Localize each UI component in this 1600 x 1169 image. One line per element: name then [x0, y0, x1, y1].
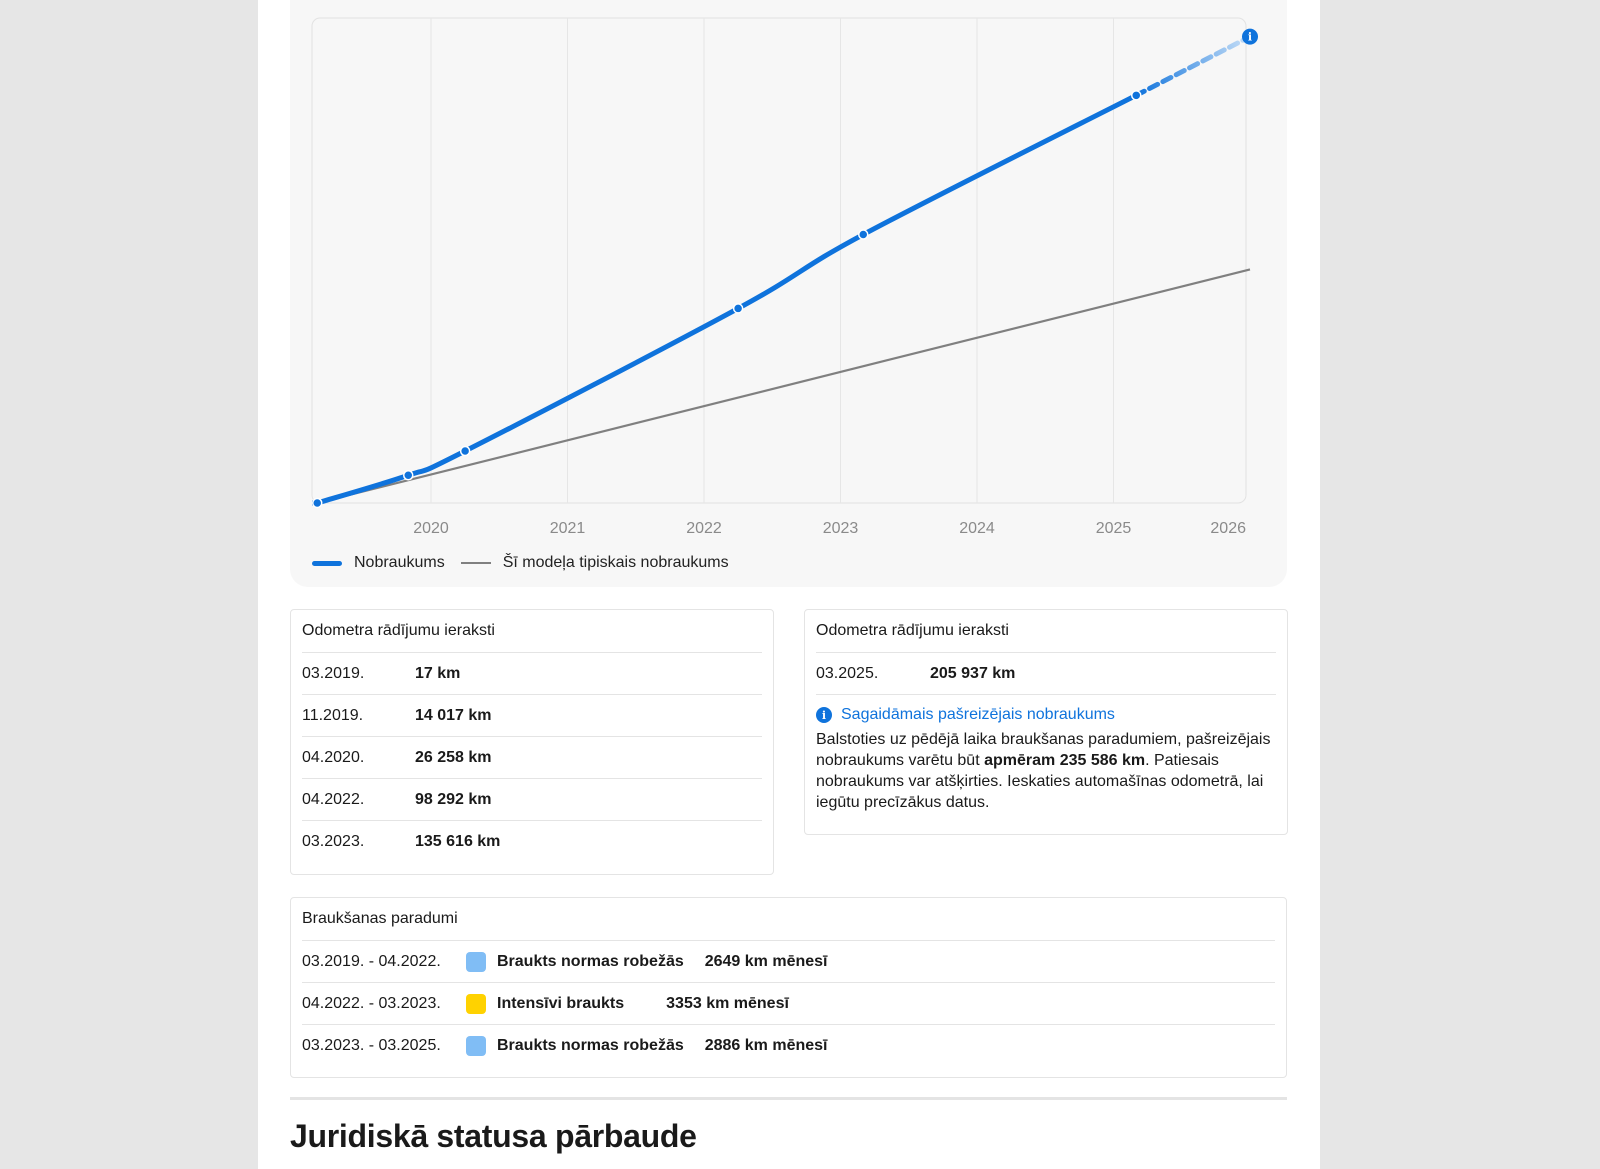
- legal-status-heading: Juridiskā statusa pārbaude: [290, 1118, 697, 1154]
- x-tick-label: 2020: [413, 520, 449, 537]
- x-tick-label: 2024: [959, 520, 995, 537]
- odometer-row: 11.2019. 14 017 km: [302, 694, 762, 736]
- habit-color-swatch: [466, 993, 486, 1014]
- habit-period: 04.2022. - 03.2023.: [302, 994, 441, 1012]
- habit-color-swatch: [466, 1035, 486, 1056]
- odometer-records-card-left: Odometra rādījumu ieraksti 03.2019. 17 k…: [290, 609, 774, 875]
- mileage-data-point: [732, 303, 744, 314]
- chart-legend: Nobraukums Šī modeļa tipiskais nobraukum…: [312, 554, 745, 572]
- section-divider: [290, 1097, 1287, 1100]
- card-title: Odometra rādījumu ieraksti: [816, 622, 1009, 639]
- card-title: Braukšanas paradumi: [302, 910, 458, 927]
- legend-item-mileage: Nobraukums: [312, 554, 445, 572]
- mileage-chart-card: 2020 2021 2022 2023 2024 2025 2026 i Nobraukums…: [290, 0, 1287, 587]
- x-tick-label: 2021: [550, 520, 586, 537]
- odometer-value: 26 258 km: [415, 748, 492, 766]
- habit-period: 03.2019. - 04.2022.: [302, 952, 441, 970]
- info-text-bold: apmēram 235 586 km: [984, 752, 1146, 769]
- card-title: Odometra rādījumu ieraksti: [302, 622, 495, 639]
- mileage-data-point: [403, 470, 414, 481]
- report-page: 2020 2021 2022 2023 2024 2025 2026 i Nobraukums…: [258, 0, 1320, 1169]
- habit-rate: 2649 km mēnesī: [704, 952, 828, 970]
- odometer-date: 03.2023.: [302, 832, 365, 850]
- driving-habits-card: Braukšanas paradumi 03.2019. - 04.2022. …: [290, 897, 1287, 1078]
- plot-area: [311, 17, 1247, 504]
- x-tick-label: 2022: [686, 520, 722, 537]
- mileage-data-point: [858, 229, 869, 240]
- odometer-row: 03.2025. 205 937 km: [816, 652, 1276, 694]
- habit-label: Braukts normas robežās: [497, 952, 684, 970]
- mileage-data-point: [1131, 90, 1142, 101]
- habit-period: 03.2023. - 03.2025.: [302, 1036, 441, 1054]
- x-tick-label: 2023: [823, 520, 859, 537]
- expected-mileage-heading: i Sagaidāmais pašreizējais nobraukums: [816, 694, 1276, 724]
- odometer-date: 03.2025.: [816, 664, 879, 682]
- odometer-row: 03.2023. 135 616 km: [302, 820, 762, 862]
- legend-label-typical: Šī modeļa tipiskais nobraukums: [502, 554, 729, 571]
- mileage-projection-line: [1133, 34, 1253, 98]
- odometer-date: 03.2019.: [302, 664, 365, 682]
- mileage-chart: 2020 2021 2022 2023 2024 2025 2026 i: [311, 17, 1258, 537]
- habit-row: 03.2019. - 04.2022. Braukts normas robež…: [302, 940, 1275, 982]
- odometer-row: 04.2022. 98 292 km: [302, 778, 762, 820]
- odometer-row: 03.2019. 17 km: [302, 652, 762, 694]
- odometer-date: 04.2020.: [302, 748, 365, 766]
- info-icon: i: [816, 707, 832, 723]
- habit-rate: 2886 km mēnesī: [704, 1036, 828, 1054]
- expected-mileage-text: Balstoties uz pēdējā laika braukšanas pa…: [816, 729, 1276, 813]
- x-tick-label: 2026: [1210, 520, 1246, 537]
- info-text-part: . Patiesais nobraukums var atšķirties. I…: [816, 752, 1264, 811]
- habit-color-swatch: [466, 951, 486, 972]
- x-tick-label: 2025: [1096, 520, 1132, 537]
- info-text-part: Balstoties uz pēdējā laika braukšanas pa…: [816, 731, 1271, 769]
- mileage-data-point: [459, 445, 471, 457]
- odometer-row: 04.2020. 26 258 km: [302, 736, 762, 778]
- odometer-value: 98 292 km: [415, 790, 492, 808]
- legend-swatch-typical: [460, 562, 491, 564]
- legend-label-mileage: Nobraukums: [354, 554, 445, 571]
- typical-mileage-line: [316, 268, 1251, 505]
- expected-mileage-title: Sagaidāmais pašreizējais nobraukums: [841, 706, 1115, 723]
- projection-info-icon: [1242, 28, 1258, 45]
- habit-label: Intensīvi braukts: [497, 994, 625, 1012]
- odometer-value: 205 937 km: [930, 664, 1016, 682]
- mileage-data-point: [312, 497, 323, 509]
- habit-row: 04.2022. - 03.2023. Intensīvi braukts 33…: [302, 982, 1275, 1024]
- odometer-value: 14 017 km: [415, 706, 492, 724]
- odometer-value: 135 616 km: [415, 832, 501, 850]
- projection-info-glyph: i: [1248, 31, 1252, 44]
- habit-label: Braukts normas robežās: [497, 1036, 684, 1054]
- habit-rate: 3353 km mēnesī: [666, 994, 789, 1012]
- legend-item-typical: Šī modeļa tipiskais nobraukums: [460, 554, 729, 572]
- odometer-records-card-right: Odometra rādījumu ieraksti 03.2025. 205 …: [804, 609, 1288, 835]
- odometer-value: 17 km: [415, 664, 461, 682]
- habit-row: 03.2023. - 03.2025. Braukts normas robež…: [302, 1024, 1275, 1066]
- odometer-date: 11.2019.: [302, 706, 364, 724]
- odometer-date: 04.2022.: [302, 790, 365, 808]
- legend-swatch-mileage: [312, 560, 342, 566]
